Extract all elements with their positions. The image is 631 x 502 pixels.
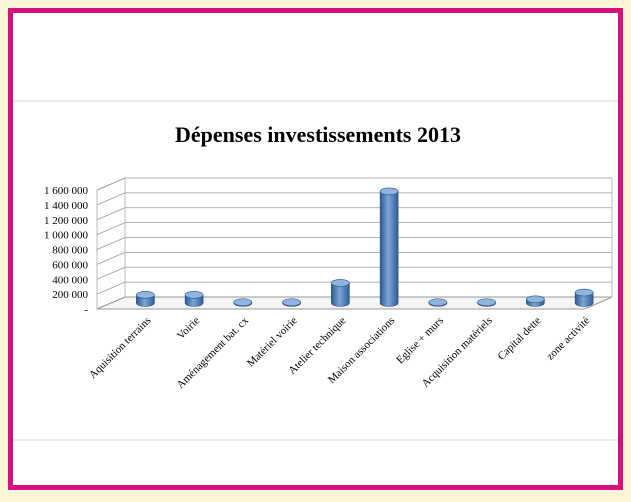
bar xyxy=(233,298,253,307)
bar xyxy=(379,187,399,307)
bar-top xyxy=(574,288,594,297)
y-tick-label: 600 000 xyxy=(52,259,88,271)
y-tick-label: 1 400 000 xyxy=(44,200,89,212)
y-tick-label: 400 000 xyxy=(52,274,88,286)
bar xyxy=(574,288,594,307)
bar xyxy=(184,291,204,307)
bar xyxy=(526,295,545,307)
grid-line xyxy=(96,207,612,221)
grid-line xyxy=(96,251,612,265)
bar xyxy=(136,291,155,307)
bar-top xyxy=(233,298,253,307)
grid-line xyxy=(96,281,612,295)
grid-line xyxy=(96,296,612,310)
bar xyxy=(331,279,350,307)
bar xyxy=(282,298,301,307)
bar-body xyxy=(331,282,350,307)
y-tick-label: 1 000 000 xyxy=(44,230,89,242)
bar-top xyxy=(526,295,545,304)
y-tick-label: 1 600 000 xyxy=(44,185,89,197)
bar-top xyxy=(477,298,496,307)
grid-line xyxy=(96,237,612,250)
bar-top xyxy=(136,291,155,299)
grid-line xyxy=(96,266,612,280)
y-tick-label: 1 200 000 xyxy=(44,215,89,227)
bar-top xyxy=(331,279,350,287)
bar-top xyxy=(428,298,448,307)
frame xyxy=(8,8,623,490)
bar xyxy=(428,298,448,307)
chart-title: Dépenses investissements 2013 xyxy=(175,122,461,147)
y-tick-label: 200 000 xyxy=(52,289,88,301)
bar-body xyxy=(379,191,399,307)
bar-top xyxy=(282,298,301,307)
y-tick-label: - xyxy=(84,304,88,316)
grid-line xyxy=(96,192,612,206)
bar-body xyxy=(574,292,594,307)
bar-top xyxy=(379,187,399,196)
grid-line xyxy=(96,222,612,235)
grid-line xyxy=(96,177,612,191)
bar-top xyxy=(184,291,204,299)
bar xyxy=(477,298,496,307)
y-tick-label: 800 000 xyxy=(52,245,88,257)
